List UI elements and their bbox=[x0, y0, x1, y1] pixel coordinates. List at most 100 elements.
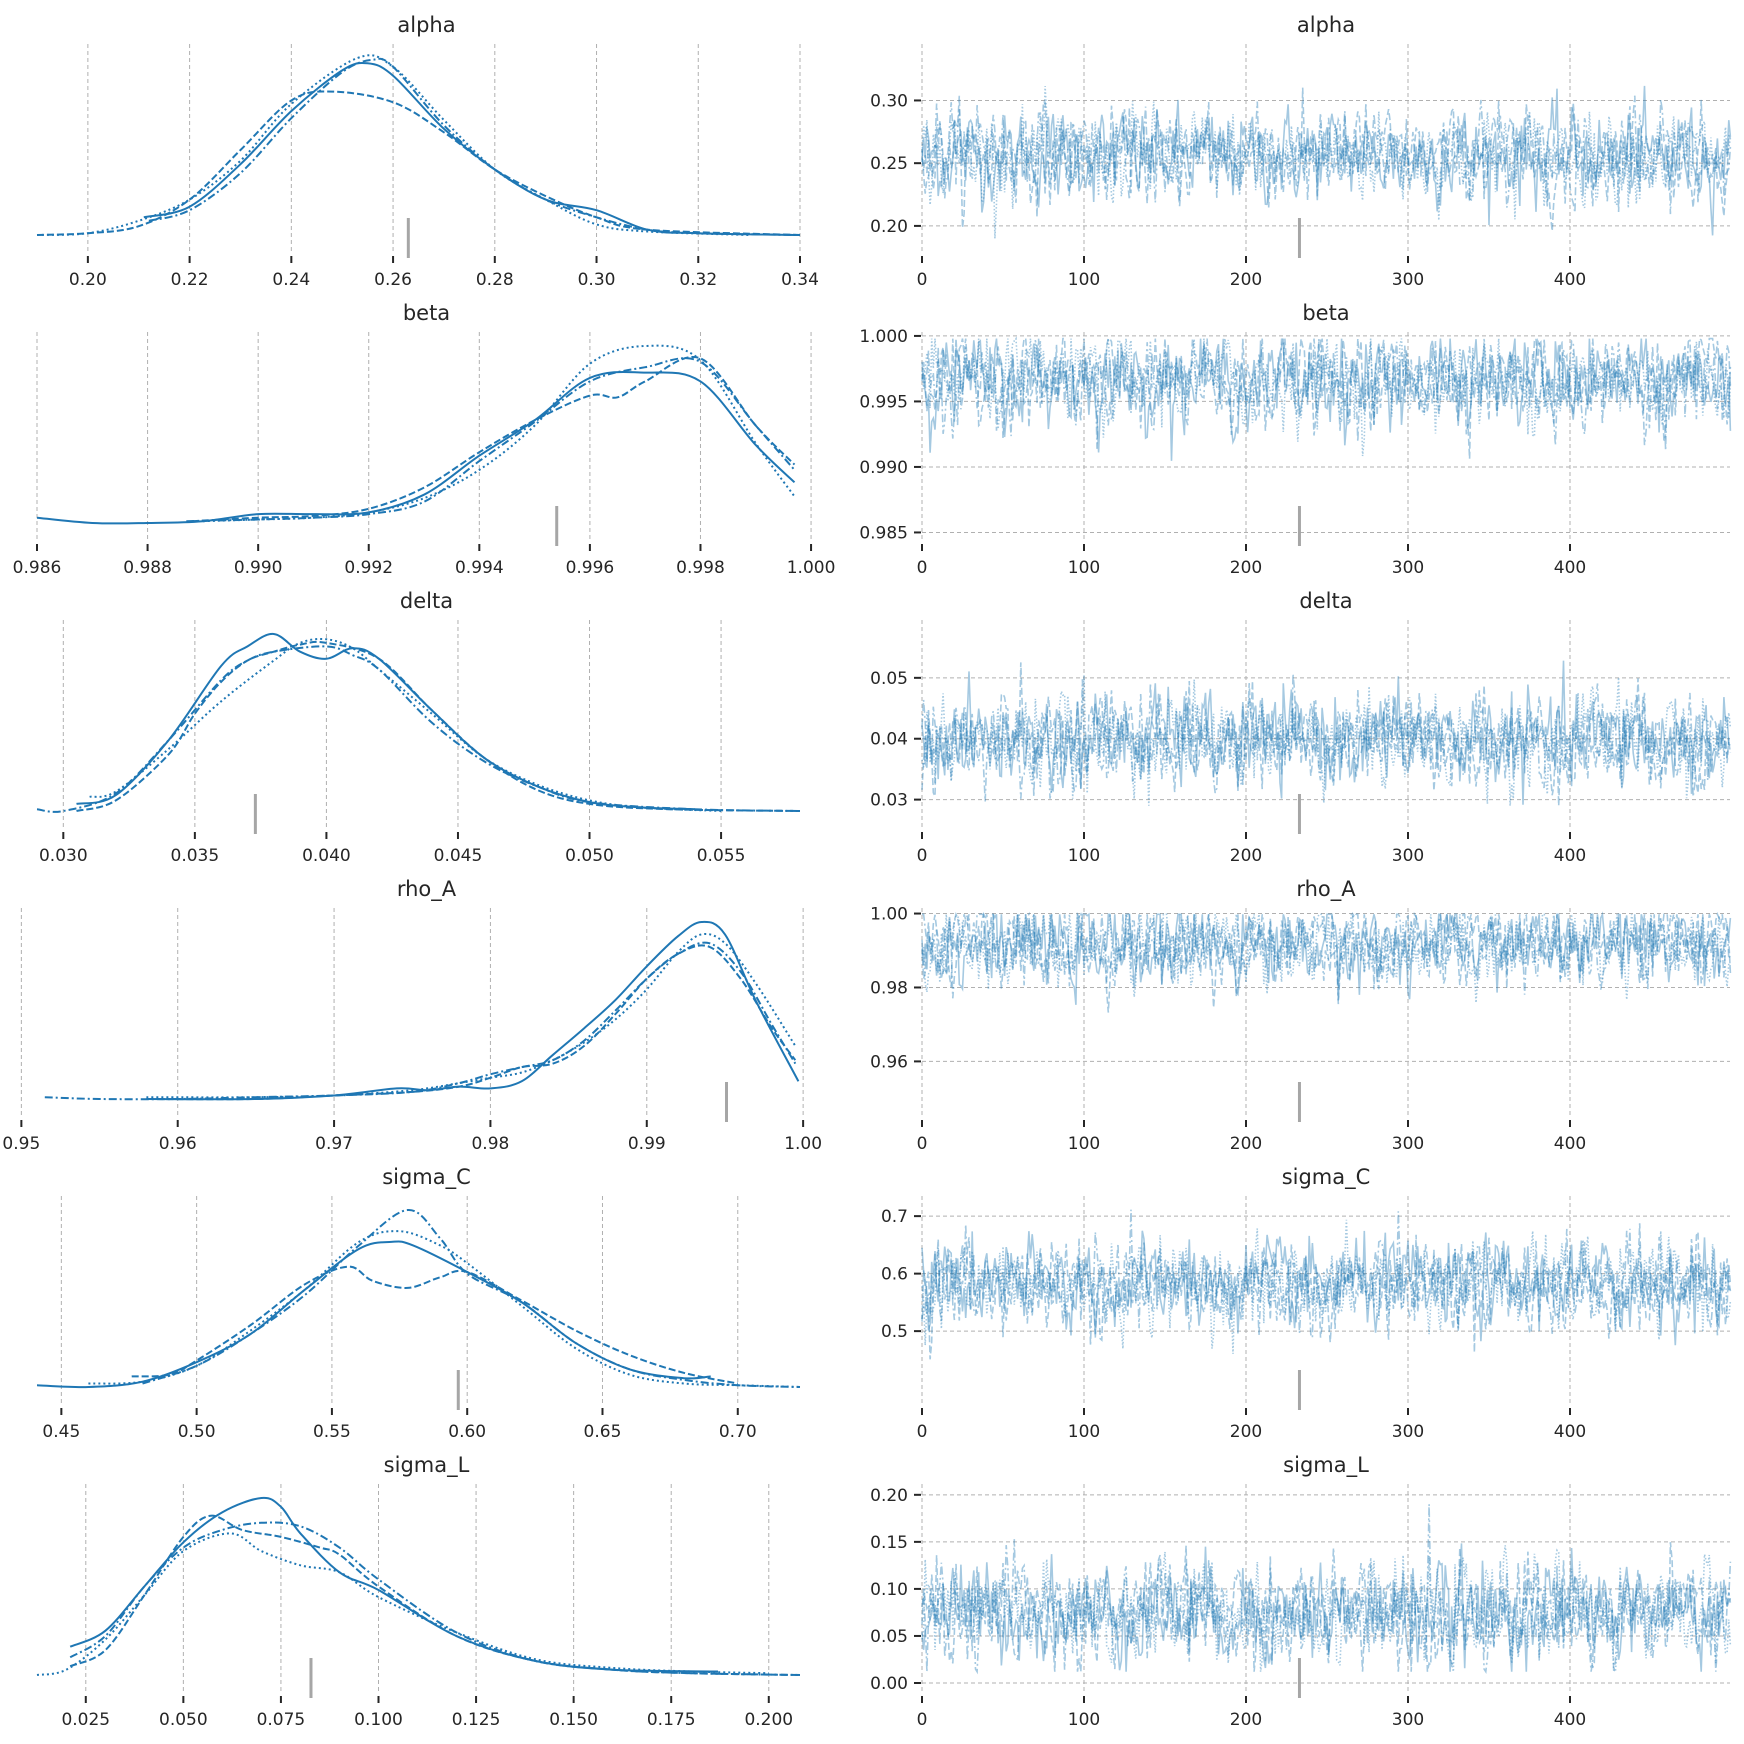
trace-x-tick-label: 100 bbox=[1068, 270, 1100, 290]
row-beta: beta 0.986 0.988 0.990 0.992 0.994 0.996 0.998 1… bbox=[13, 301, 1732, 578]
kde-tick-label: 0.025 bbox=[61, 1710, 110, 1730]
trace-panel-rho_A: rho_A 0 100 200 300 400 0.96 0.98 1.00 bbox=[870, 877, 1732, 1154]
kde-title: beta bbox=[403, 301, 450, 325]
trace-x-tick-label: 400 bbox=[1554, 1134, 1586, 1154]
kde-panel-delta: delta 0.030 0.035 0.040 0.045 0.050 0.055 bbox=[36, 589, 801, 866]
kde-tick-label: 0.992 bbox=[344, 558, 393, 578]
kde-tick-label: 0.050 bbox=[159, 1710, 208, 1730]
trace-x-tick-label: 300 bbox=[1392, 1710, 1424, 1730]
trace-x-tick-label: 300 bbox=[1392, 1134, 1424, 1154]
trace-line-chain-1 bbox=[921, 1543, 1732, 1672]
kde-tick-label: 0.98 bbox=[471, 1134, 509, 1154]
trace-y-tick-label: 0.20 bbox=[870, 217, 908, 237]
trace-x-tick-label: 100 bbox=[1068, 558, 1100, 578]
trace-x-tick-label: 300 bbox=[1392, 270, 1424, 290]
kde-tick-label: 0.175 bbox=[647, 1710, 696, 1730]
trace-y-tick-label: 0.995 bbox=[859, 392, 908, 412]
trace-line-chain-1 bbox=[921, 85, 1732, 236]
kde-tick-label: 0.65 bbox=[584, 1422, 622, 1442]
kde-curve-chain-1 bbox=[36, 370, 796, 525]
trace-line-chain-3 bbox=[921, 336, 1732, 457]
kde-curve-chain-4 bbox=[36, 645, 801, 813]
kde-title: delta bbox=[400, 589, 453, 613]
trace-x-tick-label: 100 bbox=[1068, 1134, 1100, 1154]
trace-x-tick-label: 400 bbox=[1554, 846, 1586, 866]
trace-line-chain-1 bbox=[921, 337, 1732, 461]
trace-x-tick-label: 200 bbox=[1230, 558, 1262, 578]
trace-line-chain-2 bbox=[921, 87, 1732, 232]
kde-tick-label: 0.035 bbox=[171, 846, 220, 866]
kde-tick-label: 0.60 bbox=[448, 1422, 486, 1442]
kde-tick-label: 0.50 bbox=[178, 1422, 216, 1442]
kde-curve-chain-3 bbox=[89, 637, 722, 812]
trace-x-tick-label: 400 bbox=[1554, 270, 1586, 290]
trace-panel-sigma_L: sigma_L 0 100 200 300 400 0.00 0.05 0.10 0.15 0.20 bbox=[870, 1453, 1732, 1730]
trace-x-tick-label: 0 bbox=[917, 1422, 928, 1442]
kde-curve-chain-2 bbox=[76, 640, 801, 812]
kde-curve-chain-3 bbox=[88, 1230, 801, 1388]
kde-curve-chain-1 bbox=[146, 920, 800, 1101]
trace-panel-beta: beta 0 100 200 300 400 0.985 0.990 0.995 1.000 bbox=[859, 301, 1732, 578]
trace-y-tick-label: 0.25 bbox=[870, 154, 908, 174]
kde-curve-chain-1 bbox=[69, 1496, 719, 1673]
trace-x-tick-label: 100 bbox=[1068, 1710, 1100, 1730]
trace-y-tick-label: 0.03 bbox=[870, 791, 908, 811]
trace-title: sigma_L bbox=[1283, 1453, 1369, 1478]
trace-panel-delta: delta 0 100 200 300 400 0.03 0.04 0.05 bbox=[870, 589, 1732, 866]
kde-curve-chain-2 bbox=[36, 90, 801, 236]
trace-x-tick-label: 400 bbox=[1554, 1710, 1586, 1730]
kde-tick-label: 0.34 bbox=[781, 270, 819, 290]
trace-y-tick-label: 0.30 bbox=[870, 91, 908, 111]
kde-panel-sigma_C: sigma_C 0.45 0.50 0.55 0.60 0.65 0.70 bbox=[36, 1165, 801, 1442]
kde-curve-chain-3 bbox=[36, 1532, 769, 1676]
kde-panel-rho_A: rho_A 0.95 0.96 0.97 0.98 0.99 1.00 bbox=[2, 877, 822, 1154]
kde-curve-chain-3 bbox=[146, 932, 797, 1099]
kde-tick-label: 0.990 bbox=[234, 558, 283, 578]
trace-y-tick-label: 0.985 bbox=[859, 523, 908, 543]
trace-x-tick-label: 0 bbox=[917, 1710, 928, 1730]
trace-line-chain-4 bbox=[921, 95, 1732, 215]
trace-y-tick-label: 0.990 bbox=[859, 458, 908, 478]
kde-tick-label: 0.055 bbox=[697, 846, 746, 866]
kde-tick-label: 0.030 bbox=[39, 846, 88, 866]
kde-tick-label: 0.100 bbox=[354, 1710, 403, 1730]
kde-panel-beta: beta 0.986 0.988 0.990 0.992 0.994 0.996 0.998 1… bbox=[13, 301, 836, 578]
trace-y-tick-label: 0.00 bbox=[870, 1674, 908, 1694]
trace-y-tick-label: 0.05 bbox=[870, 1627, 908, 1647]
trace-x-tick-label: 400 bbox=[1554, 1422, 1586, 1442]
kde-tick-label: 0.200 bbox=[744, 1710, 793, 1730]
trace-title: beta bbox=[1302, 301, 1349, 325]
kde-tick-label: 0.075 bbox=[257, 1710, 306, 1730]
trace-line-chain-2 bbox=[921, 1223, 1732, 1360]
trace-line-chain-4 bbox=[921, 1209, 1732, 1346]
trace-line-chain-2 bbox=[921, 336, 1732, 459]
kde-curve-chain-2 bbox=[191, 356, 796, 523]
kde-tick-label: 0.994 bbox=[455, 558, 504, 578]
trace-x-tick-label: 200 bbox=[1230, 1710, 1262, 1730]
kde-tick-label: 0.045 bbox=[434, 846, 483, 866]
trace-line-chain-4 bbox=[921, 1504, 1732, 1675]
trace-x-tick-label: 100 bbox=[1068, 1422, 1100, 1442]
trace-line-chain-1 bbox=[921, 1230, 1731, 1346]
trace-y-tick-label: 0.96 bbox=[870, 1052, 908, 1072]
trace-panel-alpha: alpha 0 100 200 300 400 0.20 0.25 0.30 bbox=[870, 13, 1732, 290]
kde-tick-label: 0.986 bbox=[13, 558, 62, 578]
kde-curve-chain-3 bbox=[202, 344, 796, 523]
trace-line-chain-2 bbox=[921, 1542, 1732, 1672]
trace-x-tick-label: 200 bbox=[1230, 846, 1262, 866]
kde-tick-label: 1.000 bbox=[787, 558, 836, 578]
kde-curve-chain-3 bbox=[36, 54, 750, 236]
kde-tick-label: 0.45 bbox=[42, 1422, 80, 1442]
trace-title: sigma_C bbox=[1282, 1165, 1371, 1190]
trace-title: delta bbox=[1299, 589, 1352, 613]
kde-curve-chain-4 bbox=[148, 57, 801, 236]
kde-curve-chain-4 bbox=[69, 1521, 801, 1676]
trace-line-chain-2 bbox=[921, 911, 1732, 1013]
trace-x-tick-label: 100 bbox=[1068, 846, 1100, 866]
trace-line-chain-4 bbox=[921, 335, 1732, 451]
kde-tick-label: 0.32 bbox=[679, 270, 717, 290]
trace-y-tick-label: 0.5 bbox=[881, 1322, 908, 1342]
trace-y-tick-label: 0.7 bbox=[881, 1207, 908, 1227]
trace-y-tick-label: 1.00 bbox=[870, 905, 908, 925]
kde-title: alpha bbox=[397, 13, 455, 37]
